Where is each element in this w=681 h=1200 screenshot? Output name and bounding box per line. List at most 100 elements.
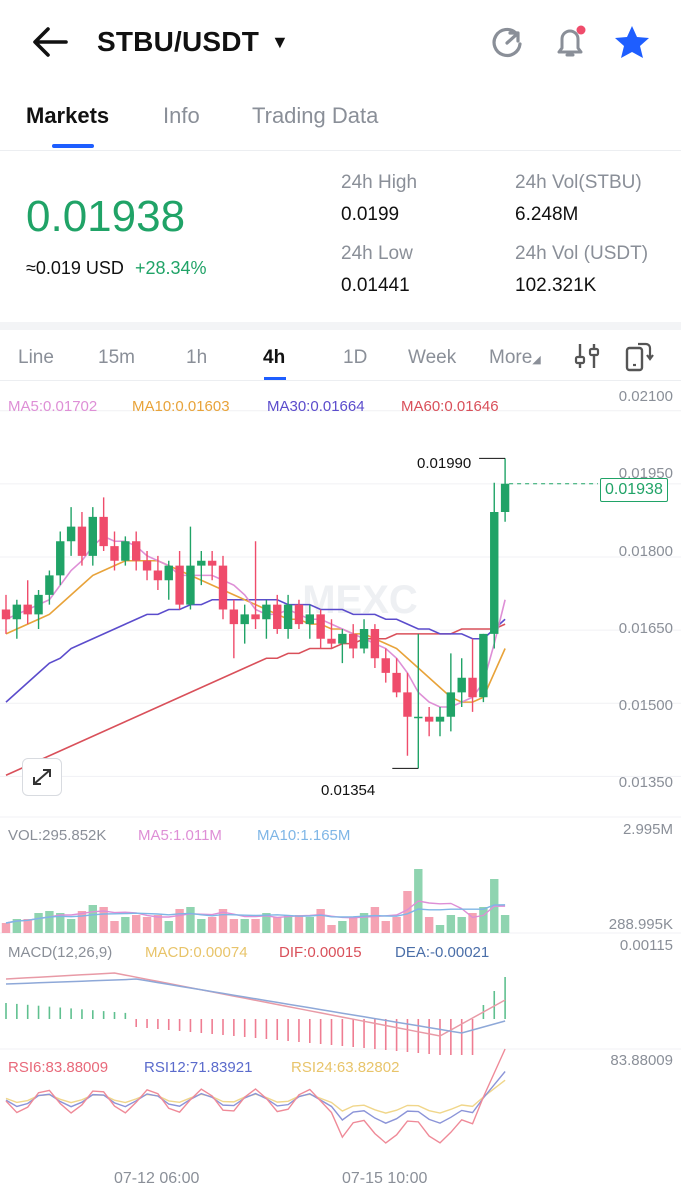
- timeframe-week[interactable]: Week: [408, 347, 457, 368]
- volume-label: VOL:295.852K: [8, 827, 107, 844]
- volume-bar: [359, 913, 369, 933]
- price-axis-tick: 0.01950: [618, 465, 673, 482]
- candle-body: [186, 565, 195, 605]
- candle-body: [1, 609, 11, 620]
- volume-bar: [316, 909, 325, 933]
- active-timeframe-indicator: [264, 377, 286, 380]
- volume-axis-min: 288.995K: [608, 916, 673, 933]
- candle-body: [414, 716, 423, 719]
- volume-bar: [349, 917, 358, 933]
- candle-body: [164, 565, 173, 581]
- dif-line: [5, 972, 506, 1037]
- rsi6-line: [5, 1048, 506, 1144]
- macd-value-label: MACD:0.00074: [145, 944, 248, 961]
- volume-bar: [66, 919, 76, 933]
- timeframe-15m[interactable]: 15m: [98, 347, 135, 368]
- candle-body: [12, 604, 22, 620]
- ma60-label: MA60:0.01646: [401, 398, 499, 415]
- candle-body: [23, 604, 32, 615]
- pair-title: STBU/USDT: [97, 26, 260, 57]
- candle-body: [435, 716, 445, 722]
- price-axis-tick: 0.01500: [618, 697, 673, 714]
- bell-icon[interactable]: [552, 24, 588, 60]
- refresh-icon[interactable]: [490, 26, 526, 60]
- candle-body: [142, 560, 152, 571]
- timeframe-1h[interactable]: 1h: [186, 347, 208, 368]
- volume-bar: [77, 911, 87, 933]
- stat-label-vol-base: 24h Vol(STBU): [515, 172, 642, 193]
- back-arrow-icon[interactable]: [28, 22, 72, 62]
- volume-bar: [207, 917, 217, 933]
- expand-icon: [33, 769, 51, 785]
- high-price-marker: 0.01990: [417, 455, 472, 472]
- candle-body: [56, 541, 65, 576]
- volume-bar: [164, 921, 173, 933]
- active-tab-indicator: [52, 144, 94, 148]
- volume-bar: [186, 907, 195, 933]
- landscape-rotate-icon[interactable]: [624, 340, 654, 372]
- candle-body: [88, 516, 97, 556]
- price-axis-tick: 0.01800: [618, 543, 673, 560]
- volume-bar: [479, 907, 488, 933]
- dif-value-label: DIF:0.00015: [279, 944, 362, 961]
- star-icon[interactable]: [612, 24, 652, 62]
- candle-body: [262, 604, 271, 620]
- rsi-axis-max: 83.88009: [610, 1052, 673, 1069]
- volume-bar: [403, 891, 412, 933]
- candle-body: [500, 483, 510, 512]
- fullscreen-button[interactable]: [22, 758, 62, 796]
- volume-bar: [435, 925, 445, 933]
- candle-body: [349, 633, 358, 649]
- stat-label-vol-quote: 24h Vol (USDT): [515, 243, 649, 264]
- candle-body: [121, 541, 130, 561]
- price-axis-tick: 0.01650: [618, 620, 673, 637]
- candle-body: [403, 692, 412, 717]
- volume-bar: [229, 919, 239, 933]
- stat-value-high: 0.0199: [341, 204, 400, 225]
- timeframe-more[interactable]: More◢: [489, 347, 541, 369]
- candlestick-chart[interactable]: MEXC: [0, 381, 681, 1200]
- tab-info[interactable]: Info: [163, 103, 200, 128]
- volume-ma10-line: [5, 904, 506, 924]
- volume-ma10-label: MA10:1.165M: [257, 827, 351, 844]
- volume-bar: [468, 913, 477, 933]
- volume-bar: [457, 917, 466, 933]
- dea-line: [5, 978, 506, 1034]
- candle-body: [99, 516, 108, 547]
- candle-body: [490, 512, 499, 634]
- candle-body: [316, 614, 325, 639]
- rsi6-label: RSI6:83.88009: [8, 1059, 109, 1076]
- stat-value-vol-base: 6.248M: [515, 204, 579, 225]
- more-caret-icon: ◢: [532, 354, 541, 366]
- candle-body: [77, 526, 87, 556]
- section-divider: [0, 322, 681, 330]
- candle-body: [457, 677, 466, 693]
- candle-body: [273, 604, 282, 629]
- volume-axis-max: 2.995M: [622, 821, 673, 838]
- candle-body: [34, 594, 43, 615]
- candle-body: [207, 560, 217, 566]
- volume-bar: [153, 915, 163, 933]
- volume-bar: [12, 919, 22, 933]
- candle-body: [229, 609, 239, 625]
- candle-body: [132, 541, 141, 561]
- tab-trading-data[interactable]: Trading Data: [252, 103, 379, 128]
- timeframe-4h[interactable]: 4h: [263, 347, 286, 368]
- macd-params-label: MACD(12,26,9): [8, 944, 113, 961]
- timeframe-line[interactable]: Line: [18, 347, 54, 368]
- current-price-tag: 0.01938: [600, 478, 668, 502]
- tabs-divider: [0, 150, 681, 151]
- toolbar-divider: [0, 380, 681, 381]
- pair-selector[interactable]: STBU/USDT ▼: [97, 26, 289, 58]
- timeframe-1d[interactable]: 1D: [343, 347, 368, 368]
- candle-body: [359, 629, 369, 649]
- tab-markets[interactable]: Markets: [26, 103, 110, 128]
- caret-down-icon: ▼: [271, 32, 290, 52]
- time-axis-tick: 07-15 10:00: [342, 1170, 428, 1187]
- volume-bar: [1, 923, 11, 933]
- candle-body: [305, 614, 314, 625]
- candle-body: [175, 565, 184, 605]
- indicator-settings-icon[interactable]: [574, 342, 600, 370]
- candle-body: [153, 570, 163, 581]
- volume-bar: [262, 913, 271, 933]
